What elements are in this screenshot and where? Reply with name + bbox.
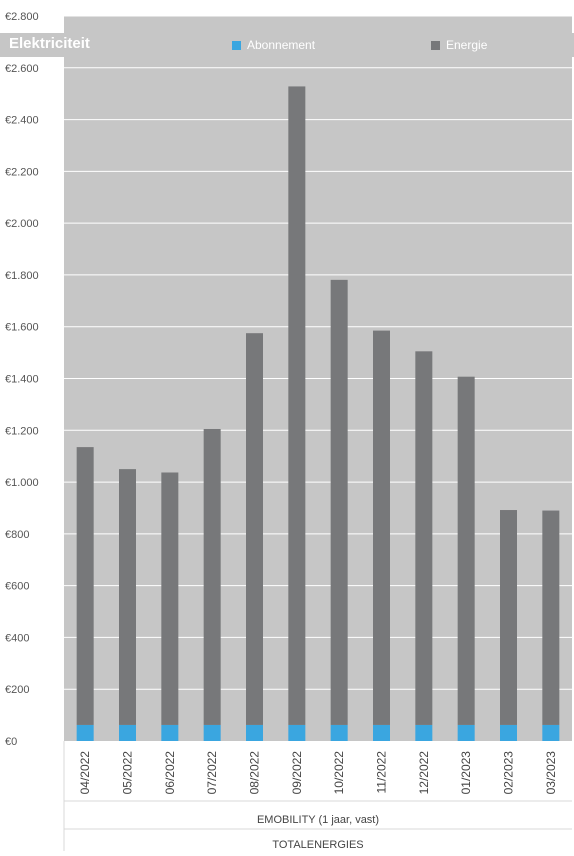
y-tick-label: €2.600 bbox=[5, 63, 39, 75]
y-tick-label: €400 bbox=[5, 632, 29, 644]
chart-title: Elektriciteit bbox=[9, 35, 90, 52]
x-tick-label: 06/2022 bbox=[163, 751, 177, 795]
bar-abonnement bbox=[203, 724, 221, 741]
bar-energie bbox=[119, 469, 136, 725]
bar-abonnement bbox=[373, 724, 390, 741]
y-tick-label: €1.200 bbox=[5, 425, 39, 437]
legend-swatch-abonnement bbox=[232, 40, 241, 50]
y-tick-label: €2.000 bbox=[5, 218, 39, 230]
x-tick-label: 10/2022 bbox=[332, 751, 346, 795]
bar-abonnement bbox=[330, 724, 348, 741]
x-group-label-contract: EMOBILITY (1 jaar, vast) bbox=[256, 814, 380, 826]
bar-energie bbox=[246, 333, 263, 725]
bar-abonnement bbox=[161, 724, 179, 741]
legend-bar: Elektriciteit Abonnement Energie bbox=[0, 33, 574, 57]
x-tick-label: 05/2022 bbox=[121, 751, 135, 795]
bar-abonnement bbox=[288, 724, 306, 741]
x-tick-label: 04/2022 bbox=[78, 751, 92, 795]
bar-abonnement bbox=[119, 724, 136, 741]
y-tick-label: €2.800 bbox=[5, 11, 39, 23]
bar-energie bbox=[415, 351, 433, 725]
x-tick-label: 12/2022 bbox=[417, 751, 431, 795]
bar-energie bbox=[457, 376, 475, 725]
y-tick-label: €1.400 bbox=[5, 374, 39, 386]
legend-label-energie: Energie bbox=[446, 38, 488, 52]
x-tick-label: 03/2023 bbox=[544, 751, 558, 795]
bar-energie bbox=[542, 510, 560, 725]
bar-energie bbox=[500, 510, 517, 725]
legend-item-abonnement: Abonnement bbox=[232, 38, 315, 52]
y-tick-label: €800 bbox=[5, 529, 29, 541]
x-tick-label: 07/2022 bbox=[205, 751, 219, 795]
bar-energie bbox=[203, 428, 221, 725]
y-tick-label: €2.400 bbox=[5, 115, 39, 127]
bar-abonnement bbox=[542, 724, 560, 741]
bar-abonnement bbox=[246, 724, 263, 741]
x-tick-label: 09/2022 bbox=[290, 751, 304, 795]
y-tick-label: €1.000 bbox=[5, 477, 39, 489]
x-tick-label: 01/2023 bbox=[459, 751, 473, 795]
bar-energie bbox=[76, 447, 94, 725]
y-tick-label: €2.200 bbox=[5, 166, 39, 178]
bar-abonnement bbox=[415, 724, 433, 741]
legend-label-abonnement: Abonnement bbox=[247, 38, 316, 52]
y-tick-label: €1.800 bbox=[5, 270, 39, 282]
bar-abonnement bbox=[457, 724, 475, 741]
legend-swatch-energie bbox=[431, 40, 440, 50]
bar-energie bbox=[288, 86, 306, 725]
bar-energie bbox=[330, 279, 348, 725]
x-tick-label: 02/2023 bbox=[502, 751, 516, 795]
y-tick-label: €0 bbox=[5, 736, 17, 748]
x-group-label-supplier: TOTALENERGIES bbox=[272, 839, 364, 851]
x-tick-label: 11/2022 bbox=[375, 751, 389, 794]
y-tick-label: €1.600 bbox=[5, 322, 39, 334]
x-tick-label: 08/2022 bbox=[248, 751, 262, 795]
bar-energie bbox=[161, 472, 179, 725]
bar-abonnement bbox=[76, 724, 94, 741]
y-tick-label: €600 bbox=[5, 581, 29, 593]
bar-abonnement bbox=[500, 724, 517, 741]
bar-energie bbox=[373, 330, 390, 725]
legend-item-energie: Energie bbox=[431, 38, 487, 52]
y-tick-label: €200 bbox=[5, 684, 29, 696]
legend-band bbox=[0, 33, 574, 57]
